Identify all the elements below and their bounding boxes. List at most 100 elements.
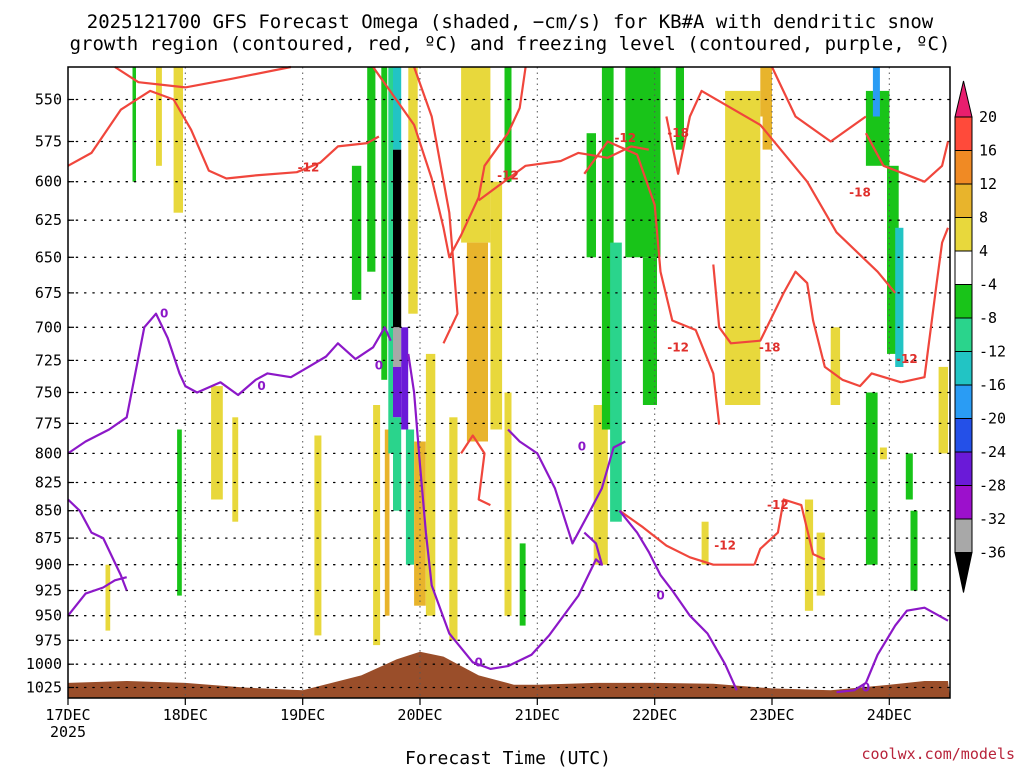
- contour-label-8: -12: [714, 539, 736, 553]
- omega-cell-44: [830, 327, 841, 405]
- omega-cell-45: [865, 90, 890, 166]
- y-tick-label-975: 975: [35, 631, 62, 649]
- colorbar-label--4: -4: [979, 276, 997, 294]
- colorbar-label--16: -16: [979, 376, 1006, 394]
- colorbar-top-arrow: [954, 80, 973, 118]
- colorbar-swatch-12: [954, 485, 973, 520]
- red-dgz-contour-12: [900, 227, 950, 384]
- contour-label-10: 0: [160, 307, 168, 321]
- omega-cell-1: [132, 67, 136, 182]
- y-tick-label-550: 550: [35, 91, 62, 109]
- colorbar-bottom-arrow: [954, 552, 973, 593]
- omega-cell-53: [938, 366, 948, 454]
- red-dgz-contour-5: [583, 140, 721, 425]
- x-tick-label-17DEC: 17DEC: [45, 706, 90, 724]
- contour-label-6: -18: [849, 186, 871, 200]
- red-dgz-contour-2: [372, 66, 527, 259]
- omega-cell-5: [211, 386, 223, 500]
- omega-cell-13: [388, 67, 393, 454]
- omega-cell-39: [725, 90, 761, 406]
- red-dgz-contour-10: [618, 509, 755, 566]
- colorbar-label--28: -28: [979, 477, 1006, 495]
- purple-freezing-contour-6: [836, 606, 949, 694]
- red-dgz-contour-4: [478, 145, 650, 202]
- omega-cell-52: [910, 510, 918, 591]
- omega-cell-2: [156, 67, 162, 166]
- red-dgz-contour-7: [665, 89, 897, 294]
- omega-shading-layer: [105, 67, 948, 646]
- y-tick-label-675: 675: [35, 284, 62, 302]
- x-tick-label-20DEC: 20DEC: [397, 706, 442, 724]
- y-tick-label-900: 900: [35, 556, 62, 574]
- omega-cell-49: [887, 165, 899, 354]
- colorbar-label--12: -12: [979, 343, 1006, 361]
- y-tick-label-800: 800: [35, 444, 62, 462]
- colorbar-swatch-11: [954, 451, 973, 486]
- x-axis-label: Forecast Time (UTC): [405, 748, 611, 768]
- omega-cell-51: [905, 453, 913, 500]
- terrain-layer: [68, 651, 950, 698]
- colorbar-label--24: -24: [979, 443, 1006, 461]
- contour-label-0: -12: [298, 160, 320, 174]
- colorbar-swatch-4: [954, 217, 973, 252]
- x-tick-label-22DEC: 22DEC: [632, 706, 677, 724]
- colorbar-label--32: -32: [979, 510, 1006, 528]
- colorbar-swatch-5: [954, 250, 973, 285]
- omega-cell-19: [401, 327, 409, 430]
- y-tick-label-600: 600: [35, 173, 62, 191]
- y-tick-label-700: 700: [35, 318, 62, 336]
- x-tick-label-21DEC: 21DEC: [515, 706, 560, 724]
- omega-cell-43: [816, 532, 825, 596]
- red-dgz-contour-9: [771, 66, 867, 143]
- omega-cell-46: [872, 67, 880, 117]
- omega-cell-17: [393, 366, 402, 418]
- colorbar-label-20: 20: [979, 108, 997, 126]
- purple-freezing-contour-1: [67, 576, 127, 617]
- omega-cell-23: [425, 353, 436, 616]
- omega-cell-35: [625, 67, 661, 258]
- omega-cell-4: [177, 429, 182, 596]
- chart-title-line-1: 2025121700 GFS Forecast Omega (shaded, −…: [87, 11, 934, 33]
- purple-freezing-contour-3: [407, 353, 604, 671]
- colorbar-swatch-8: [954, 351, 973, 386]
- omega-cell-12: [384, 429, 390, 616]
- contour-label-2: -12: [614, 131, 636, 145]
- y-tick-label-725: 725: [35, 351, 62, 369]
- x-tick-sublabel-17DEC: 2025: [50, 723, 86, 741]
- credit-text: coolwx.com/models: [861, 745, 1015, 763]
- purple-freezing-contour-5: [507, 428, 626, 545]
- omega-cell-28: [504, 67, 512, 182]
- y-tick-label-925: 925: [35, 582, 62, 600]
- omega-cell-34: [610, 242, 622, 522]
- omega-cell-8: [351, 165, 362, 300]
- omega-cell-24: [449, 417, 458, 641]
- omega-cell-14: [393, 67, 402, 150]
- red-dgz-contour-11: [712, 264, 902, 388]
- red-dgz-contour-8: [864, 132, 950, 183]
- omega-cell-6: [232, 417, 239, 522]
- omega-cell-20: [405, 429, 415, 565]
- colorbar-swatch-7: [954, 317, 973, 352]
- omega-cell-37: [675, 67, 684, 150]
- red-dgz-contour-6: [460, 434, 491, 507]
- omega-cell-18: [393, 417, 402, 511]
- omega-cell-48: [879, 447, 887, 460]
- contour-label-16: 0: [862, 681, 870, 695]
- contour-label-11: 0: [257, 379, 265, 393]
- omega-cell-50: [895, 227, 904, 367]
- colorbar-label--8: -8: [979, 309, 997, 327]
- contour-label-3: -18: [667, 126, 689, 140]
- colorbar-label-12: 12: [979, 175, 997, 193]
- omega-cell-38: [701, 521, 709, 565]
- terrain-area: [68, 651, 950, 698]
- colorbar: 20 16 12 8 4 -4 -8 -12 -16 -20 -24 -28 -32 -36: [954, 80, 1006, 593]
- chart-title-line-2: growth region (contoured, red, ºC) and f…: [70, 33, 951, 55]
- colorbar-swatch-6: [954, 284, 973, 319]
- colorbar-swatch-3: [954, 183, 973, 218]
- omega-cell-32: [593, 405, 608, 565]
- contour-label-4: -12: [667, 340, 689, 354]
- omega-cell-47: [865, 392, 878, 565]
- y-tick-label-575: 575: [35, 133, 62, 151]
- purple-freezing-contour-2: [67, 498, 128, 591]
- omega-cell-33: [601, 67, 614, 430]
